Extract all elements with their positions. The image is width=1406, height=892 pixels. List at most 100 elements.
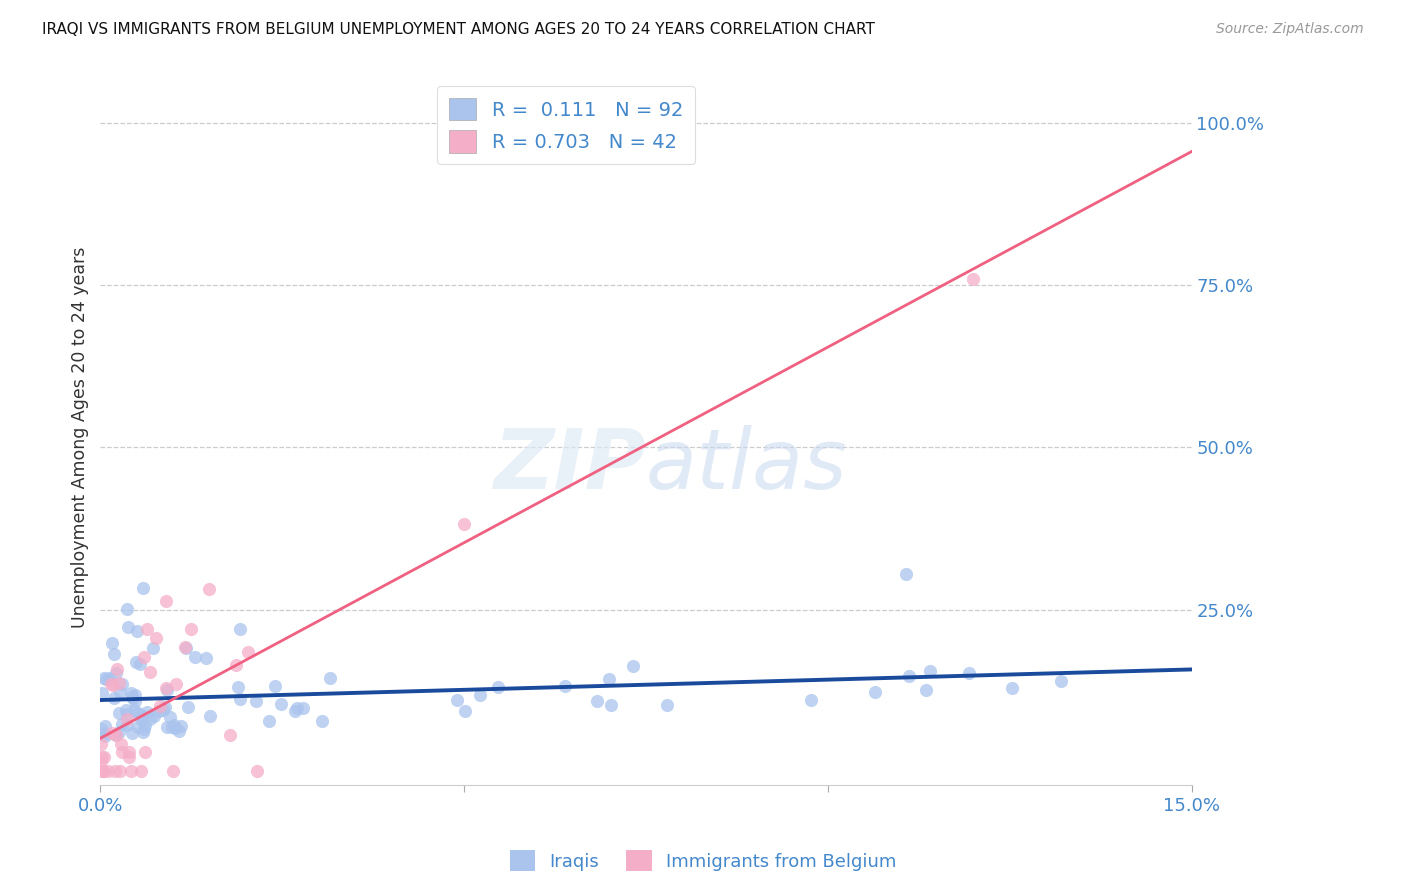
Point (115, 712, 138, 726)
Point (554, 679, 576, 693)
Point (800, 693, 823, 707)
Point (915, 683, 938, 698)
Point (117, 601, 139, 615)
Point (1001, 681, 1024, 696)
Point (898, 669, 921, 683)
Point (586, 694, 609, 708)
Text: Source: ZipAtlas.com: Source: ZipAtlas.com (1216, 22, 1364, 37)
Point (129, 707, 152, 722)
Point (180, 622, 202, 636)
Point (90, 723, 112, 737)
Point (132, 650, 155, 665)
Point (100, 677, 122, 691)
Point (117, 707, 139, 722)
Point (120, 686, 142, 700)
Point (136, 622, 159, 636)
Point (145, 631, 167, 645)
Point (174, 640, 197, 655)
Point (598, 673, 620, 687)
Point (101, 636, 124, 650)
Point (108, 764, 131, 778)
Point (142, 709, 165, 723)
Point (104, 764, 127, 778)
Point (132, 725, 155, 739)
Point (111, 717, 134, 731)
Point (198, 582, 221, 596)
Point (155, 720, 177, 734)
Point (174, 640, 197, 655)
Point (155, 594, 177, 608)
Point (104, 727, 127, 741)
Point (108, 685, 131, 699)
Point (124, 694, 146, 708)
Point (94, 673, 117, 687)
Y-axis label: Unemployment Among Ages 20 to 24 years: Unemployment Among Ages 20 to 24 years (72, 247, 89, 628)
Point (468, 688, 491, 702)
Point (105, 662, 128, 676)
Point (91, 764, 114, 778)
Point (135, 705, 157, 719)
Point (446, 693, 468, 707)
Point (118, 750, 141, 764)
Point (894, 567, 917, 582)
Point (229, 692, 252, 706)
Point (270, 698, 292, 712)
Point (236, 645, 259, 659)
Point (94, 729, 117, 743)
Point (142, 640, 165, 655)
Point (107, 725, 129, 739)
Point (195, 650, 218, 665)
Point (957, 665, 980, 680)
Point (920, 665, 942, 679)
Point (454, 704, 477, 718)
Point (90, 754, 112, 768)
Point (110, 737, 132, 751)
Point (125, 624, 148, 638)
Point (127, 706, 149, 721)
Point (124, 688, 146, 702)
Point (125, 655, 148, 669)
Point (177, 700, 200, 714)
Point (117, 620, 139, 634)
Point (131, 764, 153, 778)
Point (657, 698, 679, 713)
Legend: R =  0.111   N = 92, R = 0.703   N = 42: R = 0.111 N = 92, R = 0.703 N = 42 (437, 87, 695, 164)
Point (225, 657, 247, 672)
Text: IRAQI VS IMMIGRANTS FROM BELGIUM UNEMPLOYMENT AMONG AGES 20 TO 24 YEARS CORRELAT: IRAQI VS IMMIGRANTS FROM BELGIUM UNEMPLO… (42, 22, 875, 37)
Point (163, 718, 186, 732)
Point (121, 726, 143, 740)
Point (198, 709, 221, 723)
Point (97, 671, 120, 685)
Point (170, 719, 193, 733)
Point (184, 649, 207, 664)
Point (104, 666, 127, 681)
Point (486, 680, 509, 694)
Point (93, 719, 115, 733)
Point (152, 703, 174, 717)
Point (263, 679, 285, 693)
Point (108, 706, 131, 720)
Point (97, 764, 120, 778)
Point (245, 694, 267, 708)
Point (127, 720, 149, 734)
Text: atlas: atlas (645, 425, 848, 506)
Point (90, 764, 112, 778)
Point (93, 727, 115, 741)
Point (121, 690, 143, 705)
Point (148, 704, 170, 718)
Point (111, 745, 134, 759)
Point (311, 714, 333, 728)
Point (134, 745, 156, 759)
Point (101, 725, 124, 739)
Point (103, 647, 125, 661)
Point (134, 718, 156, 732)
Point (219, 728, 242, 742)
Point (167, 724, 190, 739)
Point (114, 703, 136, 717)
Point (118, 745, 141, 759)
Point (246, 764, 269, 778)
Point (91, 764, 114, 778)
Point (122, 703, 145, 717)
Point (257, 714, 280, 728)
Point (863, 685, 886, 699)
